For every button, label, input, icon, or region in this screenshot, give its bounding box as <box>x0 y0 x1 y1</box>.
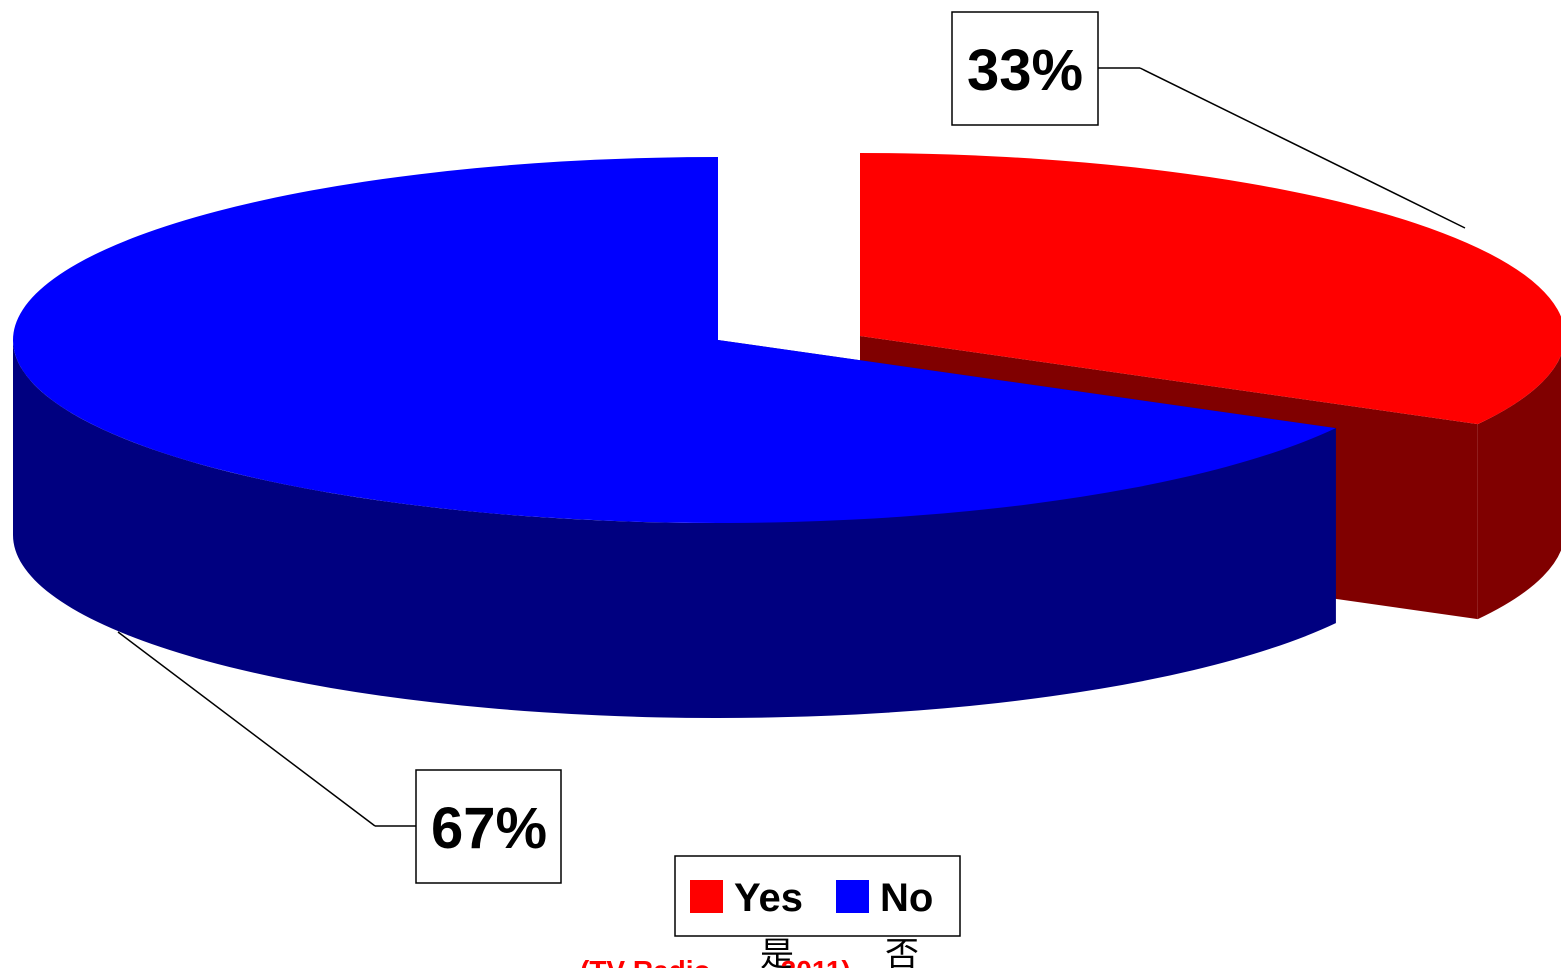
leader-line-yes-2 <box>1139 67 1466 229</box>
pie-slices <box>12 153 1561 718</box>
legend-swatch-no <box>836 880 869 913</box>
slice-top-no <box>12 157 1336 523</box>
legend-translation-yes: 是 <box>760 935 794 968</box>
value-label-box-yes <box>951 11 1099 126</box>
legend: Yes No 是 否 <box>674 855 961 968</box>
slice-top-yes <box>860 153 1561 425</box>
value-label-yes: 33% <box>967 38 1083 103</box>
legend-translation-no: 否 <box>885 935 919 968</box>
footer-text: (TV Radio ... ... 2011) <box>580 955 851 968</box>
legend-swatch-yes <box>690 880 723 913</box>
leader-line-no <box>117 631 376 827</box>
value-label-no: 67% <box>431 796 547 861</box>
pie-labels: 33% 67% <box>117 11 1466 884</box>
legend-label-no: No <box>880 876 933 920</box>
slice-side-yes-0 <box>1477 355 1561 620</box>
legend-label-yes: Yes <box>734 876 803 920</box>
value-label-box-no <box>415 769 562 884</box>
slice-side-no-0 <box>13 340 1336 718</box>
